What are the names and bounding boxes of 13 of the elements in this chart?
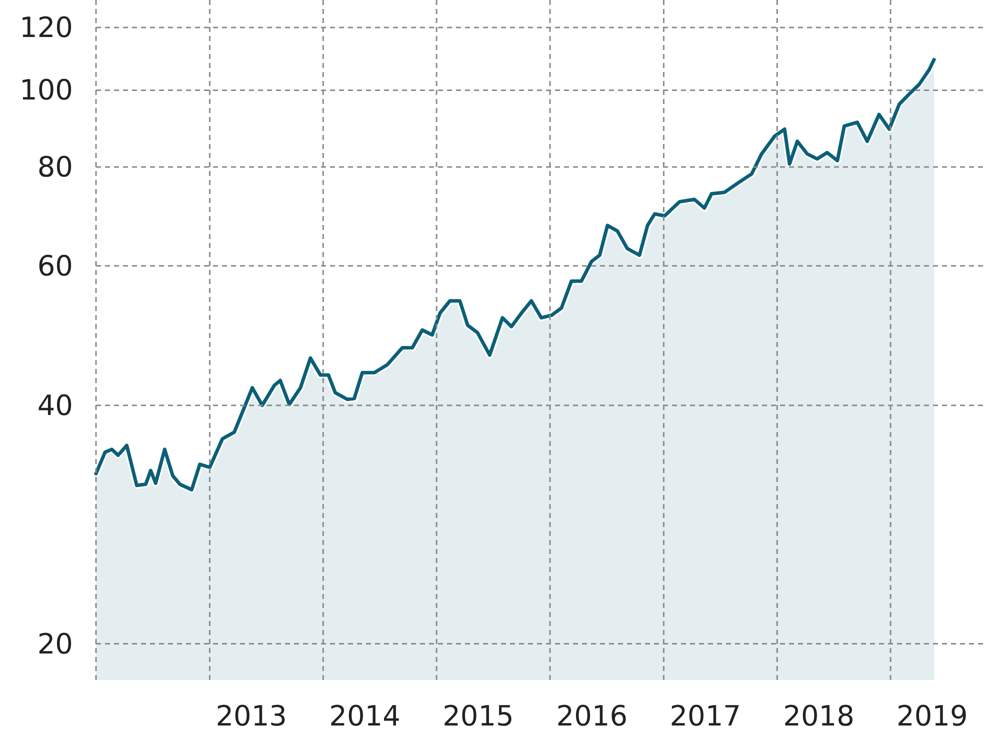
x-tick-label: 2017 (670, 700, 741, 732)
x-tick-label: 2014 (329, 700, 400, 732)
y-tick-label: 60 (37, 249, 73, 282)
y-tick-label: 120 (20, 11, 73, 44)
y-tick-label: 80 (37, 150, 73, 184)
y-tick-label: 100 (20, 74, 73, 107)
x-tick-label: 2018 (783, 700, 854, 732)
x-tick-label: 2015 (442, 700, 514, 732)
y-tick-label: 20 (37, 627, 73, 660)
y-tick-label: 40 (37, 388, 73, 422)
x-tick-label: 2013 (216, 700, 287, 732)
x-tick-label: 2019 (896, 700, 968, 732)
x-tick-label: 2016 (556, 700, 628, 732)
